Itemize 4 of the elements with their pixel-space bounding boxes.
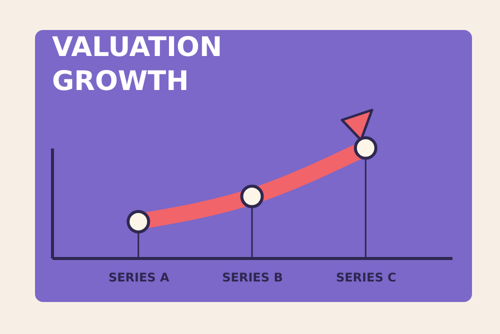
x-tick-label: SERIES C: [336, 270, 397, 284]
x-tick-label: SERIES B: [222, 270, 283, 284]
x-tick-label: SERIES A: [108, 270, 170, 284]
chart-title: VALUATION GROWTH: [52, 32, 222, 97]
